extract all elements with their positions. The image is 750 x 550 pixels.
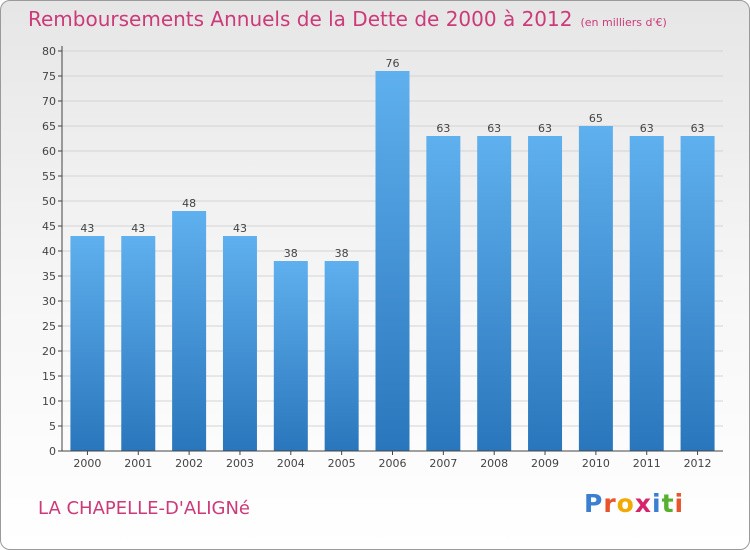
data-label: 63 [640,122,654,135]
logo-letter: t [661,489,675,518]
logo-letter: P [584,489,604,518]
x-tick-label: 2012 [684,457,712,470]
axes [58,46,723,455]
y-tick-label: 5 [49,420,56,433]
data-label: 38 [284,247,298,260]
unit-label: (en milliers d'€) [580,16,667,29]
data-label: 43 [131,222,145,235]
data-label: 43 [80,222,94,235]
bar [273,261,308,451]
commune-name: LA CHAPELLE-D'ALIGNé [38,498,250,519]
y-tick-label: 15 [42,370,56,383]
bar [426,136,461,451]
x-tick-label: 2005 [328,457,356,470]
y-tick-label: 40 [42,245,56,258]
data-label: 38 [335,247,349,260]
logo-letter: i [652,489,662,518]
bar [70,236,105,451]
y-tick-label: 50 [42,195,56,208]
y-tick-label: 35 [42,270,56,283]
logo-letter: x [634,489,652,518]
bar [680,136,715,451]
x-tick-label: 2001 [124,457,152,470]
bar [172,211,207,451]
bar [222,236,257,451]
bar [324,261,359,451]
tick-labels: 0 5 10 15 20 25 30 35 40 45 50 55 60 65 70 75 80 43 2000 43… [42,45,712,470]
bars [70,71,715,451]
data-label: 43 [233,222,247,235]
data-label: 76 [386,57,400,70]
y-tick-label: 60 [42,145,56,158]
data-label: 63 [436,122,450,135]
y-tick-label: 75 [42,70,56,83]
bar [629,136,664,451]
x-tick-label: 2008 [480,457,508,470]
data-label: 63 [538,122,552,135]
x-tick-label: 2011 [633,457,661,470]
y-tick-label: 0 [49,445,56,458]
data-label: 48 [182,197,196,210]
proxiti-logo: Proxiti [584,489,684,518]
logo-letter: o [616,489,635,518]
y-tick-label: 45 [42,220,56,233]
y-tick-label: 80 [42,45,56,58]
x-tick-label: 2006 [379,457,407,470]
y-tick-label: 20 [42,345,56,358]
bar [375,71,410,451]
logo-letter: i [674,489,685,518]
data-label: 65 [589,112,603,125]
y-tick-label: 65 [42,120,56,133]
data-label: 63 [487,122,501,135]
x-tick-label: 2004 [277,457,305,470]
data-label: 63 [691,122,705,135]
y-tick-label: 30 [42,295,56,308]
bar [121,236,156,451]
x-tick-label: 2009 [531,457,559,470]
chart-title: Remboursements Annuels de la Dette de 20… [28,7,667,31]
y-tick-label: 25 [42,320,56,333]
bar [528,136,563,451]
y-tick-label: 55 [42,170,56,183]
x-tick-label: 2000 [73,457,101,470]
y-tick-label: 70 [42,95,56,108]
title-text: Remboursements Annuels de la Dette de 20… [28,7,573,31]
logo-letter: r [603,489,617,518]
x-tick-label: 2002 [175,457,203,470]
x-tick-label: 2007 [429,457,457,470]
bar [578,126,613,451]
bar [477,136,512,451]
y-tick-label: 10 [42,395,56,408]
x-tick-label: 2010 [582,457,610,470]
x-tick-label: 2003 [226,457,254,470]
